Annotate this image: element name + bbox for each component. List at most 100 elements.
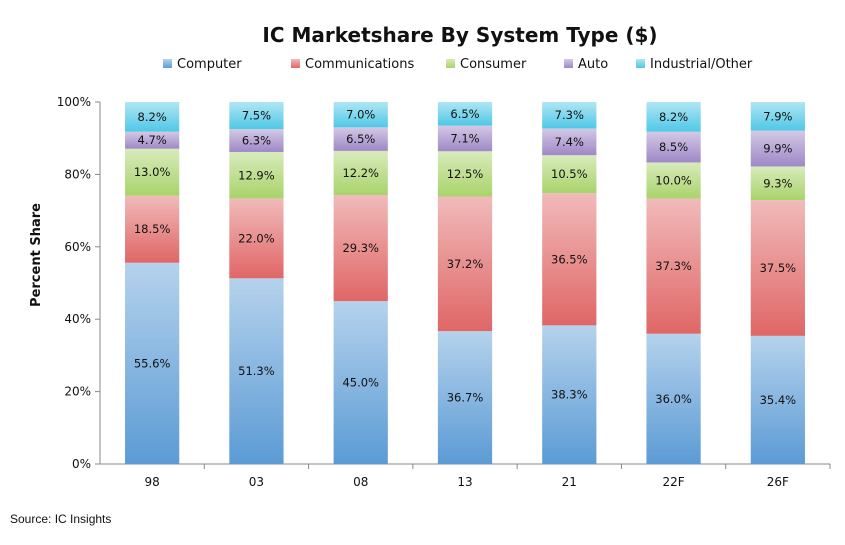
legend-swatch bbox=[163, 59, 172, 68]
bar-segment-communications bbox=[229, 198, 284, 279]
y-tick-label: 40% bbox=[64, 312, 91, 326]
data-label: 9.3% bbox=[763, 176, 792, 190]
bar-segment-computer bbox=[646, 333, 701, 464]
y-tick-label: 100% bbox=[57, 95, 91, 109]
bar-segment-computer bbox=[542, 325, 597, 464]
legend-swatch bbox=[636, 59, 645, 68]
data-label: 8.2% bbox=[138, 110, 167, 124]
data-label: 10.5% bbox=[551, 167, 588, 181]
bar-segment-communications bbox=[437, 196, 493, 332]
y-tick-label: 80% bbox=[64, 167, 91, 181]
bar-segment-industrial-other bbox=[646, 102, 701, 132]
x-tick-label: 22F bbox=[662, 475, 684, 489]
x-tick-label: 98 bbox=[145, 475, 160, 489]
bar-segment-consumer bbox=[333, 150, 388, 196]
legend: Computer Communications Consumer Auto Indust… bbox=[163, 57, 753, 72]
bar-stack-22f: 36.0% 37.3% 10.0% 8.5% 8.2% bbox=[646, 102, 701, 464]
y-axis: 0% 20% 40% 60% 80% 100% bbox=[57, 95, 101, 471]
y-tick-label: 20% bbox=[64, 385, 91, 399]
data-label: 8.5% bbox=[659, 140, 688, 154]
bar-segment-consumer bbox=[542, 155, 597, 194]
data-label: 7.4% bbox=[555, 135, 584, 149]
data-label: 36.7% bbox=[447, 391, 484, 405]
bar-segment-auto bbox=[437, 125, 493, 152]
bar-segment-industrial-other bbox=[333, 102, 388, 128]
y-tick-label: 0% bbox=[72, 457, 91, 471]
data-label: 55.6% bbox=[134, 356, 171, 370]
legend-swatch bbox=[446, 59, 455, 68]
x-tick-label: 08 bbox=[353, 475, 368, 489]
data-label: 37.2% bbox=[447, 257, 484, 271]
legend-item-industrial-other: Industrial/Other bbox=[636, 57, 753, 72]
legend-label: Communications bbox=[305, 57, 414, 72]
data-label: 12.5% bbox=[447, 167, 484, 181]
bar-segment-consumer bbox=[646, 162, 701, 199]
bar-segment-communications bbox=[125, 195, 180, 263]
legend-label: Computer bbox=[177, 57, 242, 72]
data-label: 22.0% bbox=[238, 231, 275, 245]
data-label: 12.2% bbox=[342, 166, 379, 180]
bar-segment-industrial-other bbox=[229, 102, 284, 130]
bar-segment-communications bbox=[646, 198, 701, 334]
bar-segment-auto bbox=[333, 127, 388, 151]
data-label: 29.3% bbox=[342, 241, 379, 255]
data-label: 37.3% bbox=[655, 259, 692, 273]
bar-segment-industrial-other bbox=[125, 102, 180, 132]
bar-segment-consumer bbox=[437, 151, 493, 197]
data-label: 7.1% bbox=[450, 131, 479, 145]
data-label: 36.5% bbox=[551, 252, 588, 266]
data-label: 51.3% bbox=[238, 364, 275, 378]
y-axis-label: Percent Share bbox=[29, 203, 44, 307]
bar-segment-consumer bbox=[125, 148, 180, 196]
bar-segment-communications bbox=[542, 193, 597, 326]
legend-label: Auto bbox=[578, 57, 608, 72]
data-label: 7.5% bbox=[242, 109, 271, 123]
bar-segment-auto bbox=[646, 131, 701, 163]
legend-item-consumer: Consumer bbox=[446, 57, 527, 72]
source-note: Source: IC Insights bbox=[10, 512, 111, 526]
data-label: 36.0% bbox=[655, 392, 692, 406]
x-axis: 98 03 08 13 21 22F 26F bbox=[100, 463, 831, 489]
x-tick-label: 13 bbox=[457, 475, 472, 489]
x-tick-label: 26F bbox=[767, 475, 789, 489]
x-tick-label: 03 bbox=[249, 475, 264, 489]
legend-item-computer: Computer bbox=[163, 57, 242, 72]
data-label: 45.0% bbox=[342, 376, 379, 390]
data-label: 6.5% bbox=[450, 107, 479, 121]
chart-title: IC Marketshare By System Type ($) bbox=[262, 23, 657, 47]
data-label: 18.5% bbox=[134, 222, 171, 236]
data-label: 6.3% bbox=[242, 134, 271, 148]
bar-stack-26f: 35.4% 37.5% 9.3% 9.9% 7.9% bbox=[750, 102, 805, 464]
bar-stack-08: 45.0% 29.3% 12.2% 6.5% 7.0% bbox=[333, 102, 388, 464]
bar-segment-computer bbox=[750, 335, 805, 464]
data-label: 37.5% bbox=[760, 261, 797, 275]
bar-stack-03: 51.3% 22.0% 12.9% 6.3% 7.5% bbox=[229, 102, 284, 464]
x-tick-label: 21 bbox=[562, 475, 577, 489]
bar-segment-auto bbox=[542, 128, 597, 156]
bar-segment-consumer bbox=[750, 166, 805, 201]
data-label: 8.2% bbox=[659, 110, 688, 124]
bar-segment-industrial-other bbox=[542, 102, 597, 129]
bar-segment-industrial-other bbox=[437, 102, 493, 126]
bar-segment-computer bbox=[125, 262, 180, 464]
legend-swatch bbox=[564, 59, 573, 68]
bar-stack-13: 36.7% 37.2% 12.5% 7.1% 6.5% bbox=[437, 102, 493, 464]
data-label: 13.0% bbox=[134, 165, 171, 179]
bar-segment-industrial-other bbox=[750, 102, 805, 131]
bar-segment-communications bbox=[750, 200, 805, 336]
bar-segment-consumer bbox=[229, 151, 284, 199]
legend-item-communications: Communications bbox=[291, 57, 414, 72]
bar-segment-auto bbox=[750, 130, 805, 167]
bar-segment-computer bbox=[333, 301, 388, 464]
data-label: 4.7% bbox=[138, 133, 167, 147]
data-label: 9.9% bbox=[763, 142, 792, 156]
legend-label: Industrial/Other bbox=[650, 57, 753, 72]
bar-segment-computer bbox=[437, 331, 493, 464]
data-label: 7.0% bbox=[346, 108, 375, 122]
data-label: 7.3% bbox=[555, 108, 584, 122]
data-label: 10.0% bbox=[655, 174, 692, 188]
bar-segment-auto bbox=[125, 131, 180, 149]
bar-segment-auto bbox=[229, 129, 284, 152]
bar-stack-98: 55.6% 18.5% 13.0% 4.7% 8.2% bbox=[125, 102, 180, 464]
